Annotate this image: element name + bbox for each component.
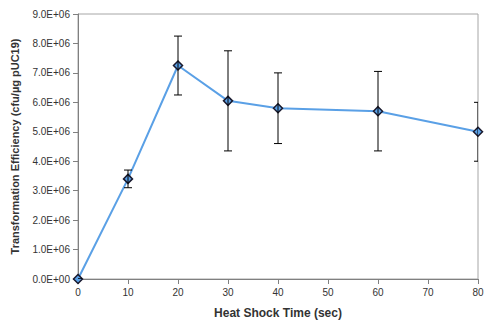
svg-text:2.0E+06: 2.0E+06 (32, 215, 70, 226)
svg-text:10: 10 (122, 287, 134, 298)
svg-text:0: 0 (75, 287, 81, 298)
svg-text:3.0E+06: 3.0E+06 (32, 185, 70, 196)
svg-text:30: 30 (222, 287, 234, 298)
svg-text:4.0E+06: 4.0E+06 (32, 156, 70, 167)
svg-text:0.0E+00: 0.0E+00 (32, 274, 70, 285)
svg-text:20: 20 (172, 287, 184, 298)
svg-text:40: 40 (272, 287, 284, 298)
svg-text:5.0E+06: 5.0E+06 (32, 126, 70, 137)
svg-text:9.0E+06: 9.0E+06 (32, 9, 70, 20)
svg-text:80: 80 (472, 287, 484, 298)
svg-text:50: 50 (322, 287, 334, 298)
svg-text:Heat Shock Time (sec): Heat Shock Time (sec) (214, 306, 342, 320)
svg-text:7.0E+06: 7.0E+06 (32, 67, 70, 78)
svg-text:8.0E+06: 8.0E+06 (32, 38, 70, 49)
svg-text:1.0E+06: 1.0E+06 (32, 244, 70, 255)
svg-text:6.0E+06: 6.0E+06 (32, 97, 70, 108)
svg-text:70: 70 (422, 287, 434, 298)
svg-text:Transformation Efficiency (cfu: Transformation Efficiency (cfu/µg pUC19) (9, 38, 21, 254)
svg-text:60: 60 (372, 287, 384, 298)
